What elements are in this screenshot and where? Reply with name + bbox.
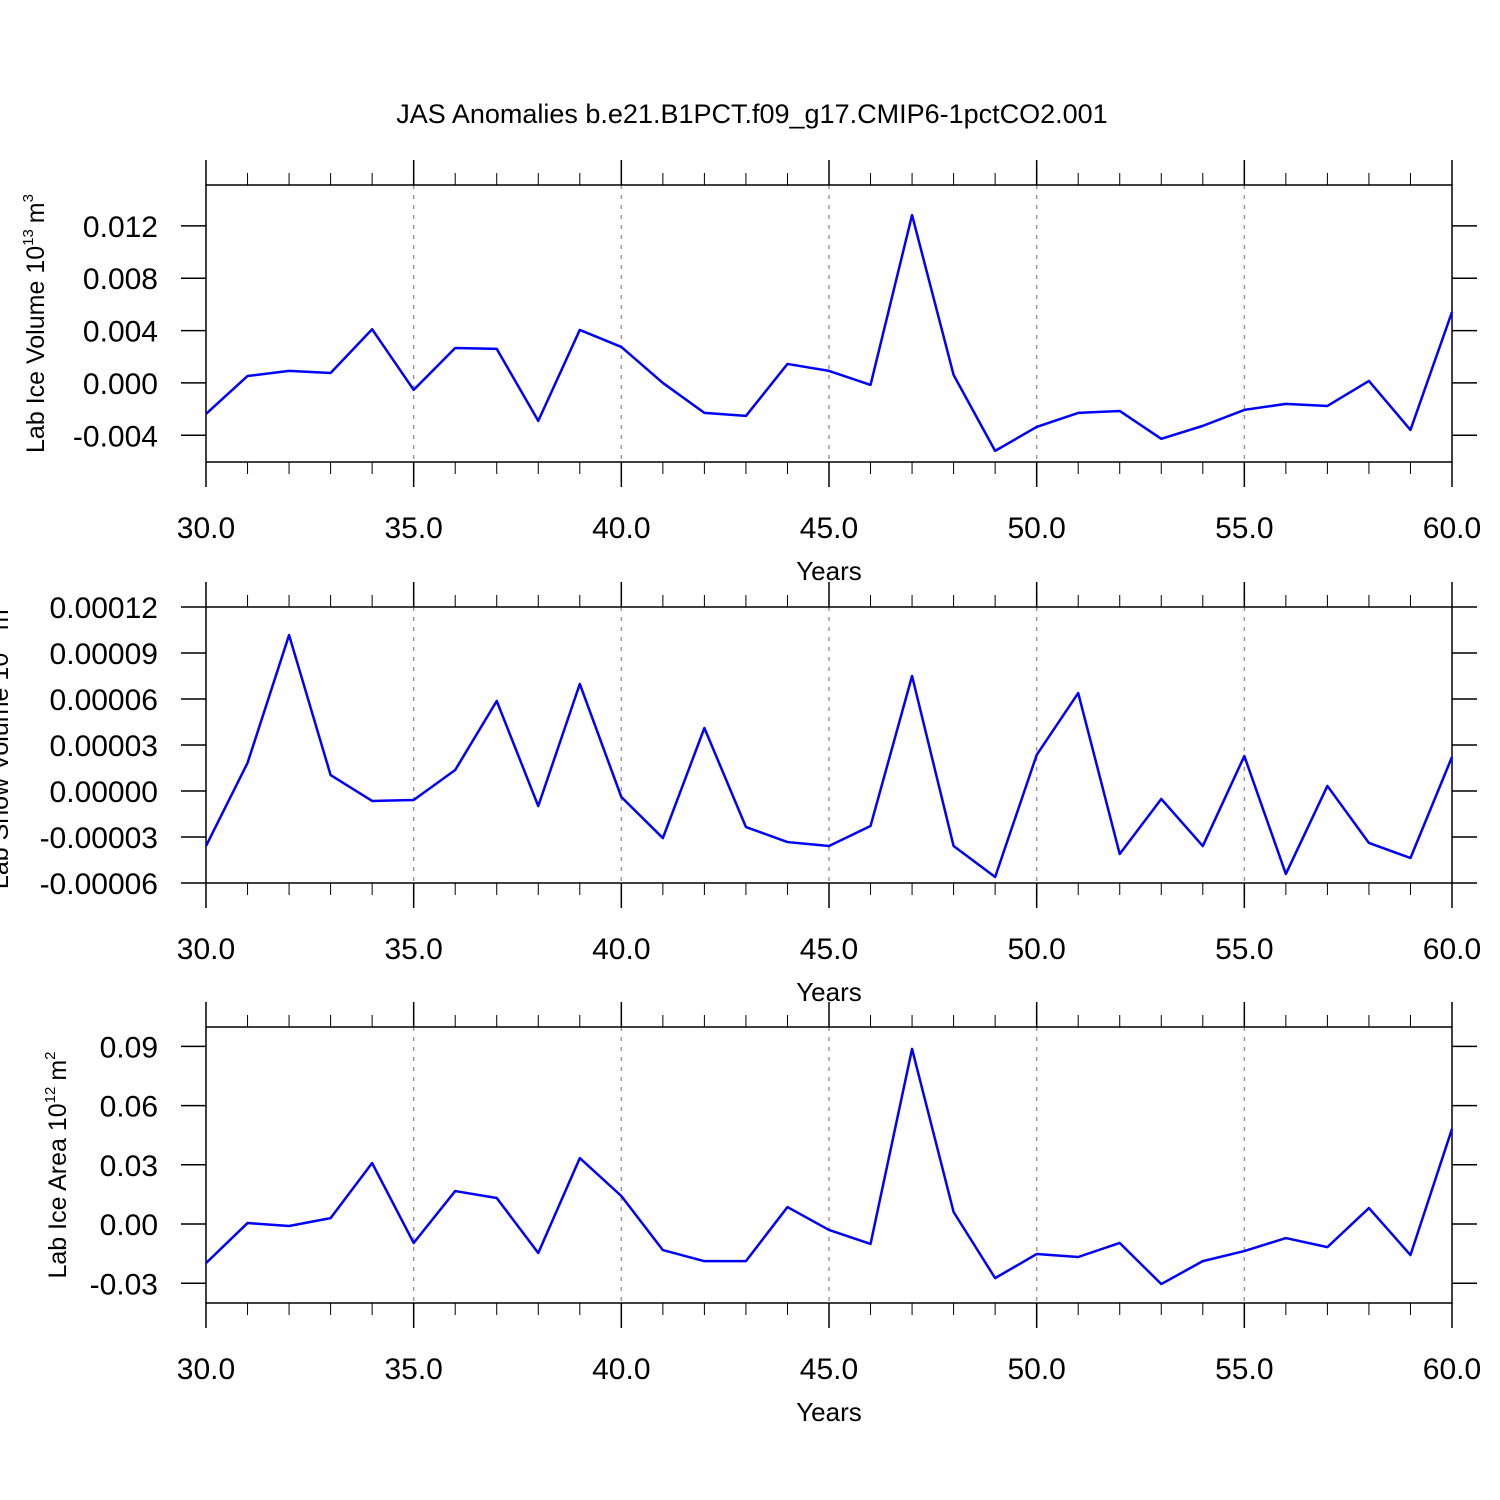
y-tick-label: 0.00003 (50, 730, 158, 763)
y-axis-label-text: Lab Snow Volume 10 (0, 653, 14, 889)
y-tick-label: 0.000 (83, 368, 158, 401)
y-tick-label: 0.012 (83, 211, 158, 244)
y-tick-label: -0.03 (90, 1268, 158, 1301)
y-axis-label-exponent: 12 (42, 1087, 59, 1104)
x-tick-label: 35.0 (384, 1353, 442, 1386)
data-line (205, 213, 1454, 453)
plot-frame (205, 1026, 1453, 1304)
y-tick-label: 0.00 (100, 1209, 158, 1242)
x-tick-label: 60.0 (1423, 512, 1481, 545)
y-tick-label: 0.00006 (50, 684, 158, 717)
y-axis-label-exponent: 13 (0, 636, 1, 653)
y-tick-label: 0.09 (100, 1031, 158, 1064)
x-tick-label: 45.0 (800, 1353, 858, 1386)
x-tick-label: 50.0 (1007, 512, 1065, 545)
x-tick-label: 40.0 (592, 512, 650, 545)
y-axis-label-unit: m (0, 609, 14, 630)
y-tick-label: 0.03 (100, 1150, 158, 1183)
y-axis-label-unit: m (22, 202, 50, 223)
x-tick-label: 50.0 (1007, 1353, 1065, 1386)
x-tick-label: 30.0 (177, 512, 235, 545)
x-tick-label: 55.0 (1215, 512, 1273, 545)
x-tick-label: 40.0 (592, 1353, 650, 1386)
y-axis-label-exponent: 13 (20, 229, 37, 246)
y-axis-label: Lab Ice Area 1012 m2 (42, 1052, 72, 1279)
y-tick-label: -0.00006 (40, 868, 158, 901)
x-tick-label: 60.0 (1423, 933, 1481, 966)
x-axis-label: Years (796, 556, 862, 586)
y-tick-label: -0.00003 (40, 822, 158, 855)
x-axis-label: Years (796, 1397, 862, 1427)
y-axis-label: Lab Snow Volume 1013 m3 (0, 601, 14, 889)
x-tick-label: 45.0 (800, 512, 858, 545)
x-tick-label: 45.0 (800, 933, 858, 966)
x-tick-label: 60.0 (1423, 1353, 1481, 1386)
y-axis-label-text: Lab Ice Volume 10 (22, 246, 50, 453)
y-axis-label-unit-exponent: 3 (20, 194, 37, 202)
y-axis-label-text: Lab Ice Area 10 (44, 1103, 72, 1278)
x-tick-label: 50.0 (1007, 933, 1065, 966)
y-axis-label-unit: m (44, 1060, 72, 1081)
x-tick-label: 55.0 (1215, 933, 1273, 966)
x-tick-label: 35.0 (384, 512, 442, 545)
y-tick-label: 0.008 (83, 263, 158, 296)
x-tick-label: 30.0 (177, 933, 235, 966)
x-tick-label: 55.0 (1215, 1353, 1273, 1386)
y-tick-label: 0.004 (83, 316, 158, 349)
y-tick-label: 0.00009 (50, 638, 158, 671)
data-line (204, 633, 1454, 879)
x-tick-label: 40.0 (592, 933, 650, 966)
y-tick-label: 0.06 (100, 1091, 158, 1124)
y-axis-label: Lab Ice Volume 1013 m3 (20, 194, 50, 453)
x-tick-label: 35.0 (384, 933, 442, 966)
chart-title: JAS Anomalies b.e21.B1PCT.f09_g17.CMIP6-… (396, 99, 1107, 129)
y-axis-label-unit-exponent: 2 (42, 1052, 59, 1060)
y-axis-label-unit-exponent: 3 (0, 601, 1, 609)
y-tick-label: -0.004 (73, 420, 158, 453)
plot-frame (205, 184, 1453, 463)
y-tick-label: 0.00000 (50, 776, 158, 809)
y-tick-label: 0.00012 (50, 592, 158, 625)
plot-frame (205, 606, 1453, 884)
data-line (205, 1047, 1454, 1286)
x-tick-label: 30.0 (177, 1353, 235, 1386)
